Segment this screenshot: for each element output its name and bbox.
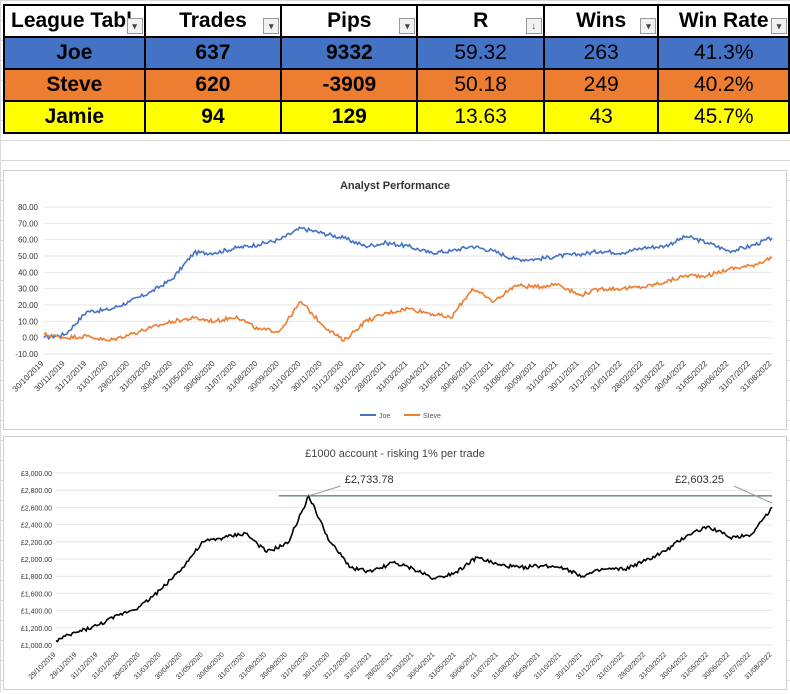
- cell-win-rate[interactable]: 40.2%: [657, 68, 790, 102]
- filter-dropdown-icon[interactable]: ▾: [640, 18, 657, 34]
- y-tick-label: 20.00: [18, 301, 39, 310]
- y-tick-label: 40.00: [18, 268, 39, 277]
- cell-name[interactable]: Steve: [3, 68, 146, 102]
- cell-win-rate[interactable]: 45.7%: [657, 100, 790, 134]
- y-tick-label: 50.00: [18, 252, 39, 261]
- cell-trades[interactable]: 620: [143, 68, 283, 102]
- sort-filter-icon[interactable]: ↓: [525, 18, 542, 34]
- header-pips[interactable]: Pips ▾: [280, 4, 419, 38]
- cell-name[interactable]: Jamie: [3, 100, 146, 134]
- y-tick-label: £2,800.00: [21, 488, 52, 495]
- chart-title: £1000 account - risking 1% per trade: [305, 448, 485, 460]
- legend-label-joe: Joe: [379, 413, 390, 420]
- y-tick-label: £1,600.00: [21, 591, 52, 598]
- table-row[interactable]: Jamie 94 129 13.63 43 45.7%: [3, 100, 790, 134]
- y-tick-label: £3,000.00: [21, 471, 52, 478]
- y-tick-label: £1,000.00: [21, 643, 52, 650]
- filter-dropdown-icon[interactable]: ▾: [771, 18, 787, 34]
- table-row[interactable]: Joe 637 9332 59.32 263 41.3%: [3, 36, 790, 70]
- header-name[interactable]: League Tabl ▾: [3, 4, 146, 38]
- league-table: League Tabl ▾ Trades ▾ Pips ▾ R ↓ Wins ▾ Win …: [3, 4, 790, 134]
- account-growth-chart[interactable]: £1000 account - risking 1% per trade £1,0…: [3, 436, 787, 690]
- y-tick-label: 70.00: [18, 219, 39, 228]
- cell-name[interactable]: Joe: [3, 36, 146, 70]
- cell-trades[interactable]: 637: [143, 36, 283, 70]
- cell-r[interactable]: 13.63: [416, 100, 545, 134]
- y-tick-label: £1,800.00: [21, 574, 52, 581]
- y-tick-label: -10.00: [15, 350, 38, 359]
- cell-win-rate[interactable]: 41.3%: [657, 36, 790, 70]
- cell-wins[interactable]: 43: [542, 100, 660, 134]
- y-tick-label: £2,400.00: [21, 523, 52, 530]
- y-tick-label: 10.00: [18, 317, 39, 326]
- y-tick-label: £1,400.00: [21, 609, 52, 616]
- cell-r[interactable]: 50.18: [416, 68, 545, 102]
- cell-trades[interactable]: 94: [143, 100, 283, 134]
- y-tick-label: 80.00: [18, 203, 39, 212]
- analyst-performance-chart[interactable]: Analyst Performance -10.00 0.00 10.00 20.00 3…: [3, 170, 787, 430]
- y-tick-label: 60.00: [18, 236, 39, 245]
- y-tick-label: 30.00: [18, 285, 39, 294]
- account-growth-svg: £1000 account - risking 1% per trade £1,0…: [21, 448, 774, 681]
- annotation-label-peak: £2,733.78: [345, 474, 394, 486]
- annotation-leader: [308, 485, 341, 497]
- y-tick-label: £1,200.00: [21, 626, 52, 633]
- cell-wins[interactable]: 249: [542, 68, 660, 102]
- y-tick-label: £2,200.00: [21, 540, 52, 547]
- filter-dropdown-icon[interactable]: ▾: [126, 18, 143, 34]
- header-win-rate[interactable]: Win Rate ▾: [657, 4, 790, 38]
- annotation-leader: [733, 485, 773, 504]
- y-tick-label: £2,600.00: [21, 505, 52, 512]
- account-balance-line: [55, 494, 773, 643]
- cell-r[interactable]: 59.32: [416, 36, 545, 70]
- y-tick-label: 0.00: [22, 334, 38, 343]
- series-line-joe: [43, 226, 773, 341]
- table-header-row: League Tabl ▾ Trades ▾ Pips ▾ R ↓ Wins ▾ Win …: [3, 4, 790, 38]
- annotation-label-latest: £2,603.25: [675, 474, 724, 486]
- header-trades[interactable]: Trades ▾: [143, 4, 283, 38]
- chart-title: Analyst Performance: [340, 180, 450, 192]
- filter-dropdown-icon[interactable]: ▾: [263, 18, 280, 34]
- table-row[interactable]: Steve 620 -3909 50.18 249 40.2%: [3, 68, 790, 102]
- header-wins[interactable]: Wins ▾: [542, 4, 660, 38]
- cell-pips[interactable]: 129: [280, 100, 419, 134]
- filter-dropdown-icon[interactable]: ▾: [399, 18, 416, 34]
- cell-pips[interactable]: 9332: [280, 36, 419, 70]
- analyst-performance-svg: Analyst Performance -10.00 0.00 10.00 20.00 3…: [11, 180, 774, 420]
- legend-label-steve: Steve: [423, 413, 441, 420]
- y-tick-label: £2,000.00: [21, 557, 52, 564]
- cell-wins[interactable]: 263: [542, 36, 660, 70]
- series-line-steve: [43, 256, 773, 342]
- header-r[interactable]: R ↓: [416, 4, 545, 38]
- cell-pips[interactable]: -3909: [280, 68, 419, 102]
